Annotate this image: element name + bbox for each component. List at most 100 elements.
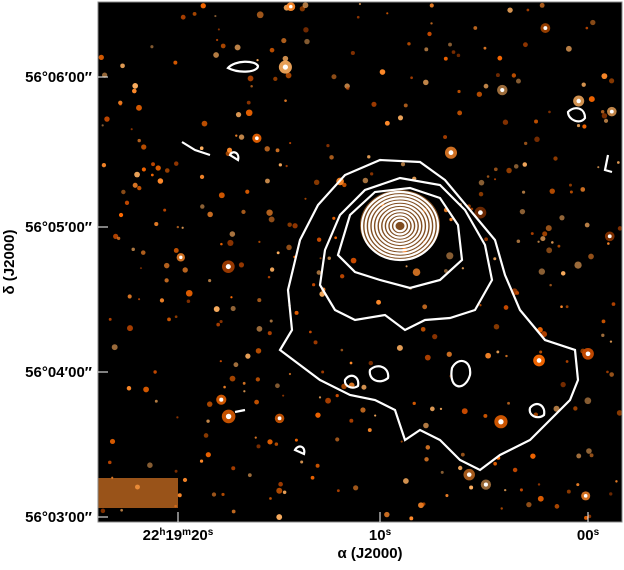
star <box>304 197 307 200</box>
star <box>615 480 618 483</box>
star <box>479 304 482 307</box>
star <box>440 470 444 474</box>
star <box>167 317 171 322</box>
star <box>219 319 223 324</box>
star <box>120 508 123 512</box>
star <box>154 399 158 403</box>
star <box>538 268 546 275</box>
star <box>576 483 580 487</box>
star <box>174 315 178 319</box>
star <box>231 466 236 471</box>
star <box>410 76 413 80</box>
star <box>213 306 220 312</box>
star <box>199 146 204 151</box>
star <box>405 265 408 268</box>
star <box>374 414 377 417</box>
star <box>334 236 337 240</box>
star <box>319 257 322 260</box>
star <box>522 162 528 167</box>
plot-frame <box>97 1 623 523</box>
contour <box>228 151 240 162</box>
star-core <box>219 397 224 402</box>
star <box>397 115 404 121</box>
star <box>422 502 426 506</box>
star <box>424 354 431 361</box>
star <box>286 244 292 251</box>
star <box>276 514 283 520</box>
star <box>512 467 518 473</box>
star <box>456 53 461 58</box>
star <box>284 99 287 102</box>
star <box>597 166 600 169</box>
star <box>163 262 170 269</box>
star <box>134 171 140 178</box>
star <box>329 155 334 160</box>
star <box>483 46 487 50</box>
star <box>173 60 178 65</box>
x-tick-label: 10s <box>369 527 392 545</box>
star <box>616 410 623 416</box>
star <box>400 162 406 167</box>
star <box>185 289 193 297</box>
star <box>585 26 589 30</box>
star <box>601 319 606 324</box>
star <box>233 362 239 368</box>
star <box>493 167 498 172</box>
star <box>384 511 390 518</box>
star <box>176 416 179 419</box>
star <box>422 304 428 310</box>
star <box>495 73 500 78</box>
star <box>245 189 250 194</box>
contour <box>566 107 587 123</box>
contour <box>368 197 432 255</box>
star <box>460 452 465 457</box>
star <box>496 350 500 354</box>
star <box>569 190 573 194</box>
star <box>98 54 104 61</box>
star <box>540 236 546 242</box>
star-core <box>466 472 472 477</box>
y-tick-label: 56°06′00″ <box>25 69 92 86</box>
star <box>126 385 132 391</box>
star <box>423 422 429 429</box>
star <box>425 445 431 450</box>
star <box>200 3 206 9</box>
star <box>432 334 438 340</box>
star <box>282 55 289 62</box>
star <box>557 244 561 248</box>
star <box>318 396 322 399</box>
star <box>267 331 272 336</box>
star <box>461 267 465 270</box>
star <box>412 401 416 406</box>
star <box>601 333 605 337</box>
star <box>537 495 544 502</box>
star <box>519 208 526 215</box>
star <box>430 406 435 412</box>
star <box>101 162 107 168</box>
star <box>104 116 110 122</box>
star <box>205 452 211 458</box>
star <box>376 299 382 305</box>
star <box>386 12 389 15</box>
star-core <box>179 255 183 260</box>
star <box>502 119 509 125</box>
contour <box>234 408 246 414</box>
star <box>218 192 225 199</box>
star <box>560 381 566 388</box>
star <box>530 453 536 459</box>
star <box>384 120 390 126</box>
star <box>361 384 367 390</box>
star-core <box>483 482 488 487</box>
star <box>143 386 149 393</box>
star <box>267 439 273 445</box>
star <box>220 43 226 49</box>
star <box>521 190 526 194</box>
star <box>549 188 555 194</box>
star <box>609 340 613 343</box>
contour <box>226 60 260 73</box>
star <box>588 253 594 260</box>
y-tick-label: 56°05′00″ <box>25 219 92 236</box>
star <box>164 278 169 283</box>
star-core <box>277 416 282 421</box>
star <box>247 473 252 478</box>
